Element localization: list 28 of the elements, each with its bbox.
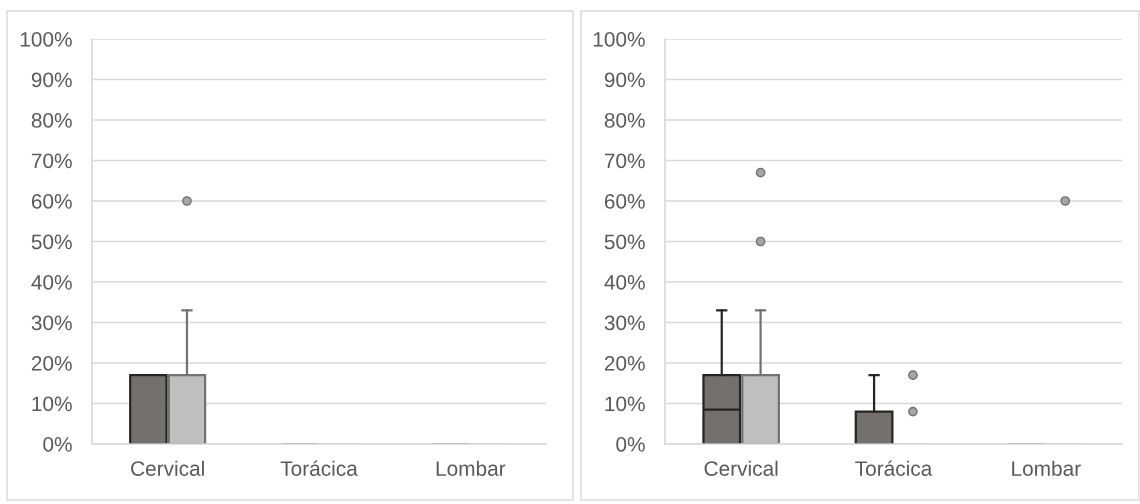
y-tick-label: 30% — [604, 315, 645, 331]
y-tick-label: 40% — [31, 275, 72, 290]
y-tick-label: 70% — [604, 153, 645, 169]
y-tick-label: 20% — [31, 356, 72, 371]
x-tick-label: Cervical — [131, 460, 204, 476]
y-tick-label: 0% — [43, 437, 72, 452]
y-tick-label: 60% — [604, 194, 645, 209]
y-tick-label: 100% — [593, 32, 645, 47]
y-tick-label: 50% — [31, 234, 72, 250]
y-tick-label: 60% — [31, 194, 72, 209]
x-tick-label: Cervical — [704, 460, 778, 476]
x-tick-label: Lombar — [1012, 460, 1081, 476]
y-tick-label: 10% — [605, 396, 645, 412]
x-tick-label: Torácica — [855, 460, 933, 476]
x-tick-label: Torácica — [280, 460, 358, 476]
y-tick-label: 90% — [604, 72, 645, 88]
y-tick-label: 100% — [20, 32, 72, 47]
y-tick-label: 90% — [31, 72, 72, 88]
y-tick-label: 80% — [31, 113, 72, 128]
y-tick-label: 40% — [604, 275, 645, 290]
y-tick-label: 50% — [604, 234, 645, 250]
y-tick-label: 10% — [32, 396, 72, 412]
x-tick-label: Lombar — [436, 460, 506, 476]
y-tick-label: 70% — [31, 153, 72, 169]
y-tick-label: 0% — [616, 437, 645, 452]
y-tick-label: 80% — [604, 113, 645, 128]
y-tick-label: 20% — [604, 356, 645, 371]
y-tick-label: 30% — [31, 315, 72, 331]
